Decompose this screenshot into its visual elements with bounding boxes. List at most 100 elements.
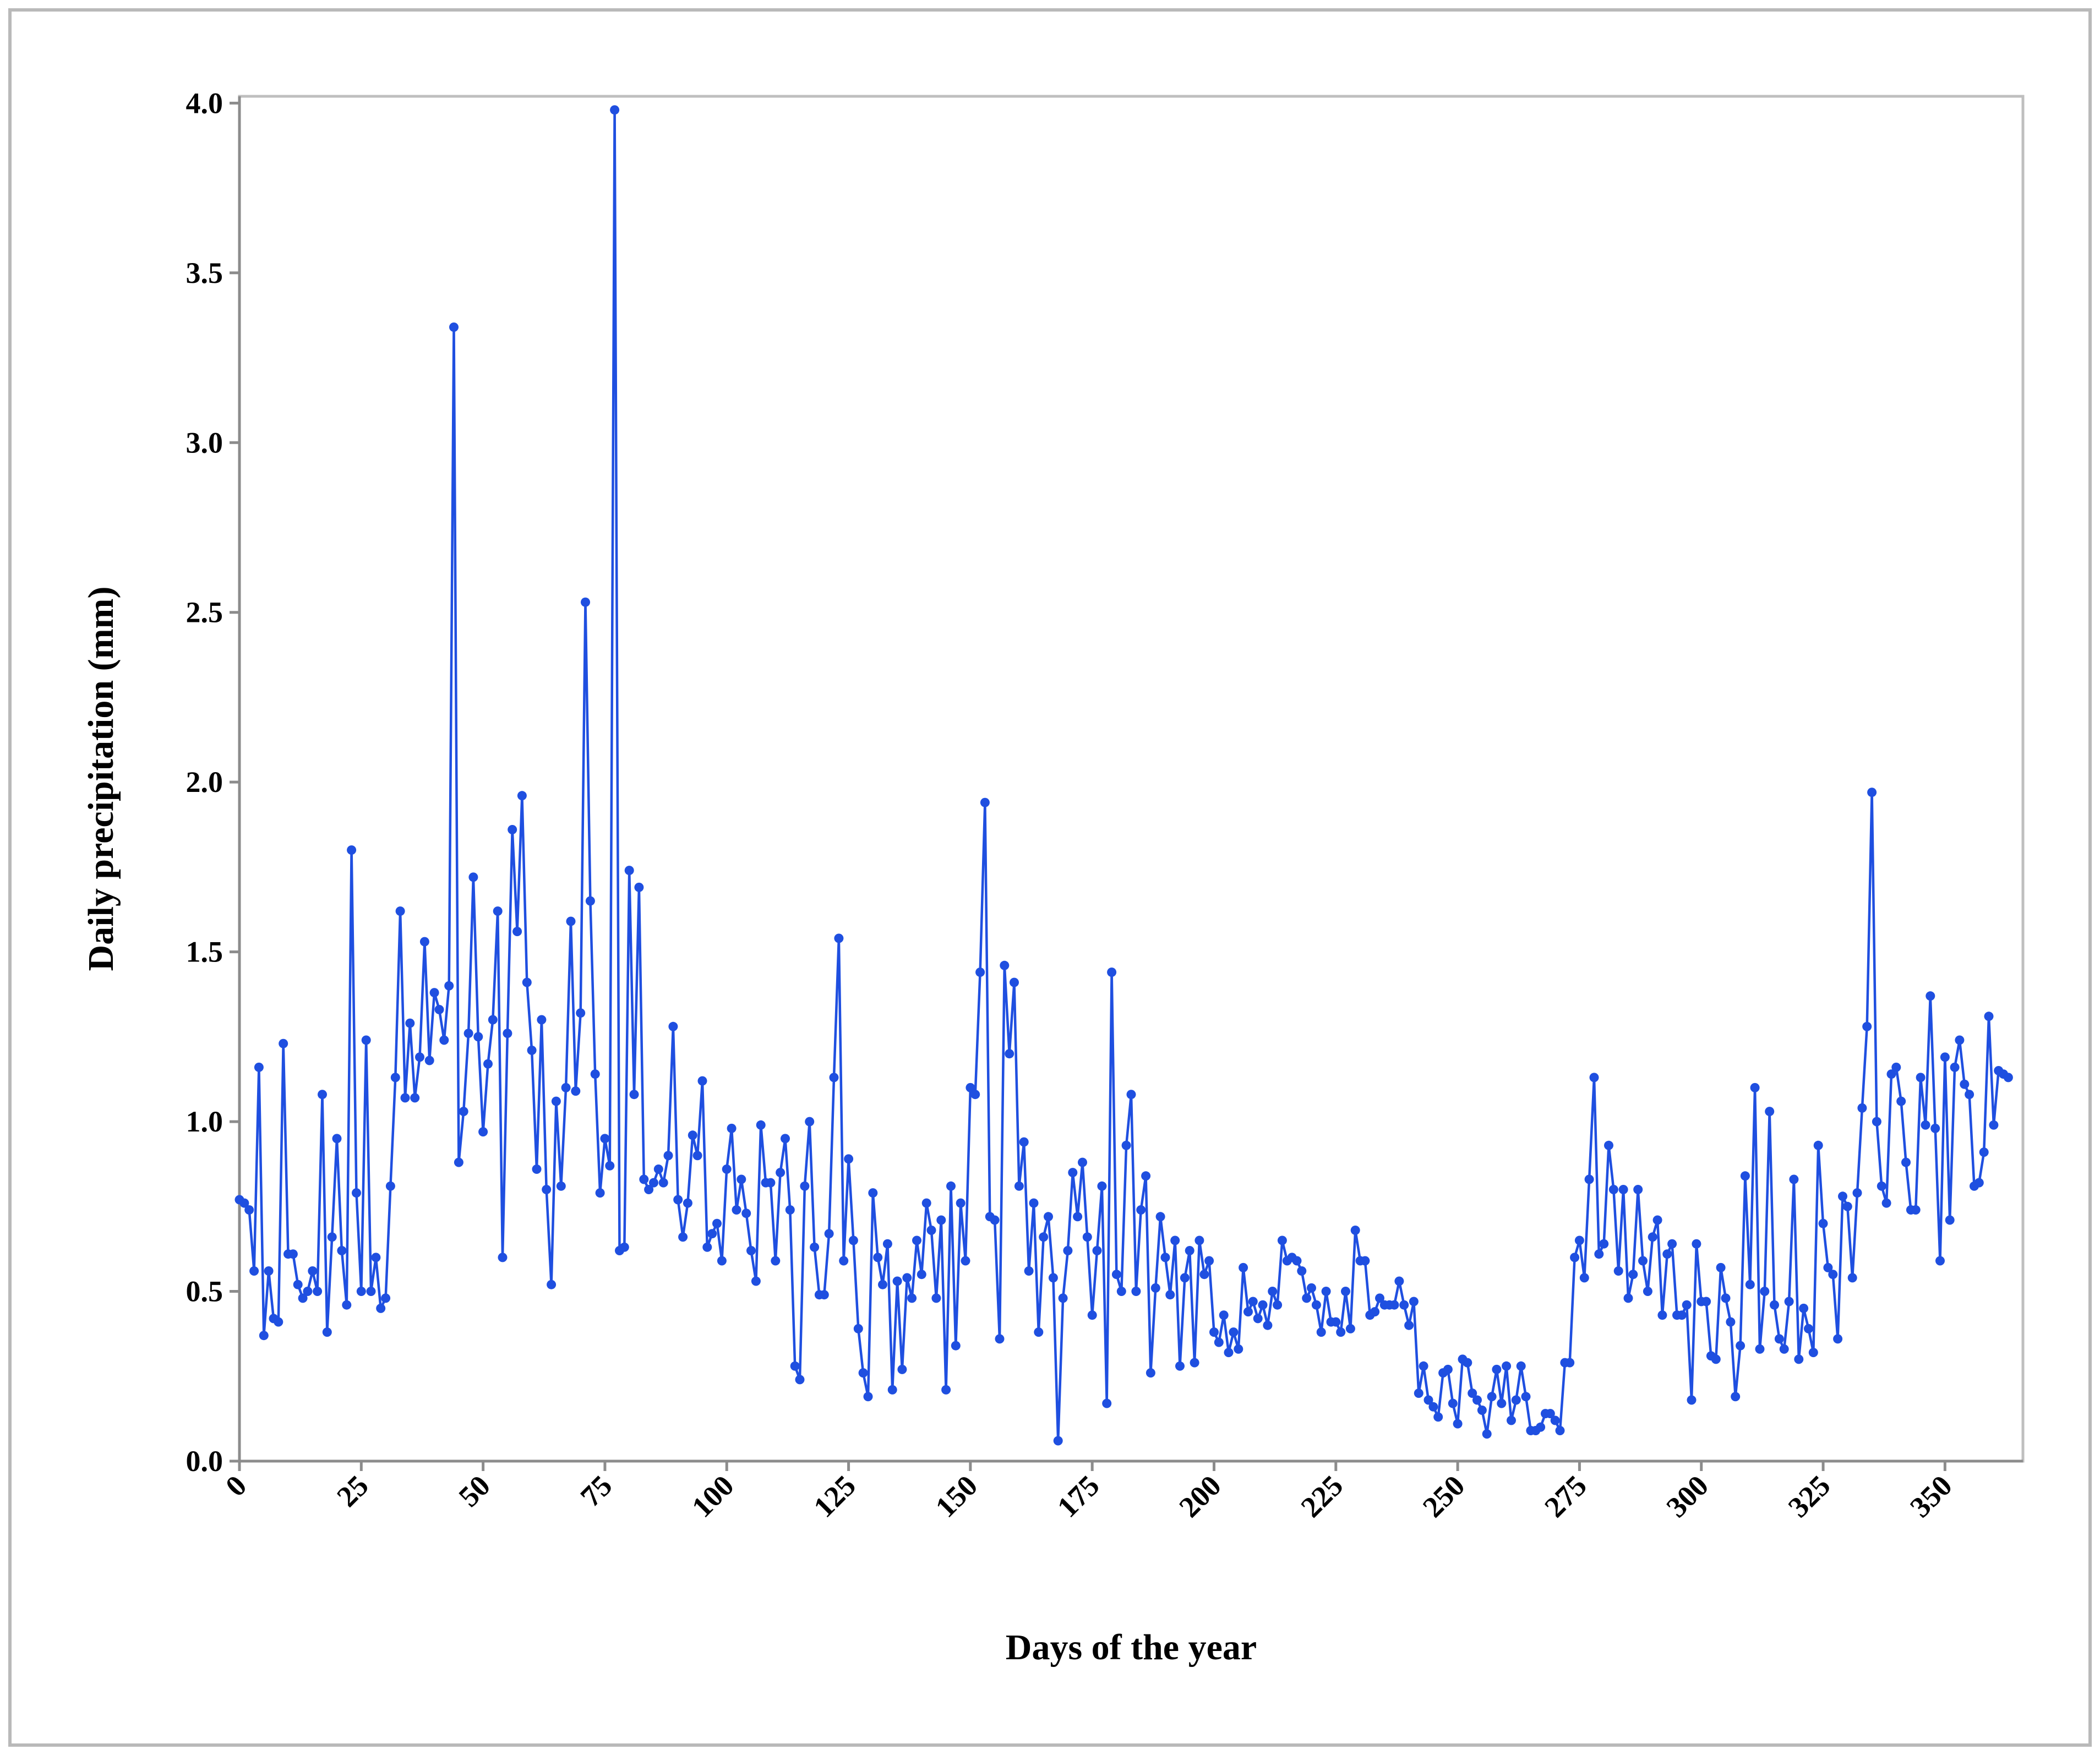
data-point xyxy=(493,906,503,916)
data-point xyxy=(1321,1287,1331,1296)
data-point xyxy=(1916,1073,1926,1082)
data-point xyxy=(405,1018,415,1028)
data-point xyxy=(902,1273,912,1283)
data-point xyxy=(1867,788,1877,797)
data-point xyxy=(649,1178,658,1188)
data-point xyxy=(1141,1171,1151,1181)
data-point xyxy=(395,906,405,916)
data-point xyxy=(1818,1218,1828,1228)
data-point xyxy=(478,1127,488,1137)
data-point xyxy=(1740,1171,1750,1181)
data-point xyxy=(1770,1300,1779,1310)
data-point xyxy=(1111,1270,1121,1280)
data-point xyxy=(1886,1069,1896,1079)
data-point xyxy=(1794,1354,1804,1364)
data-point xyxy=(1545,1409,1555,1419)
data-point xyxy=(1336,1327,1346,1337)
data-point xyxy=(342,1300,352,1310)
data-point xyxy=(1555,1426,1565,1435)
data-point xyxy=(454,1157,463,1167)
data-point xyxy=(1955,1035,1965,1045)
data-point xyxy=(459,1107,468,1117)
data-point xyxy=(274,1317,283,1327)
data-point xyxy=(946,1181,956,1191)
data-point xyxy=(858,1368,868,1378)
data-point xyxy=(318,1090,327,1100)
data-point xyxy=(961,1256,970,1266)
data-point xyxy=(848,1235,858,1245)
data-point xyxy=(1224,1348,1234,1358)
data-point xyxy=(970,1090,980,1100)
data-point xyxy=(1736,1341,1746,1351)
data-point xyxy=(892,1276,902,1286)
y-tick-label: 3.0 xyxy=(186,426,223,459)
data-point xyxy=(1828,1270,1838,1280)
data-point xyxy=(1589,1073,1599,1082)
data-point xyxy=(1229,1327,1239,1337)
data-point xyxy=(897,1364,907,1374)
data-point xyxy=(887,1385,897,1395)
data-point xyxy=(1487,1392,1497,1402)
data-point xyxy=(1842,1201,1852,1211)
data-point xyxy=(1370,1307,1380,1317)
data-point xyxy=(1667,1239,1677,1249)
data-point xyxy=(1536,1422,1546,1432)
data-point xyxy=(975,967,985,977)
data-point xyxy=(1574,1235,1584,1245)
data-point xyxy=(692,1151,702,1161)
data-point xyxy=(576,1008,586,1018)
data-point xyxy=(1005,1049,1014,1059)
data-point xyxy=(951,1341,961,1351)
data-point xyxy=(785,1205,795,1215)
data-point xyxy=(1039,1232,1049,1242)
data-point xyxy=(1594,1249,1604,1259)
data-point xyxy=(1160,1253,1170,1262)
data-point xyxy=(1881,1198,1891,1208)
data-point xyxy=(1087,1310,1097,1320)
data-point xyxy=(1692,1239,1701,1249)
data-point xyxy=(873,1253,883,1262)
data-point xyxy=(712,1218,722,1228)
data-point xyxy=(629,1090,639,1100)
data-point xyxy=(1190,1358,1199,1368)
data-point xyxy=(844,1154,854,1164)
data-point xyxy=(1155,1212,1165,1222)
data-point xyxy=(1389,1300,1399,1310)
data-point xyxy=(1102,1398,1112,1408)
data-point xyxy=(322,1327,332,1337)
data-point xyxy=(1784,1297,1794,1306)
data-point xyxy=(1307,1283,1316,1293)
data-point xyxy=(1833,1334,1843,1344)
data-point xyxy=(512,927,522,937)
data-point xyxy=(1345,1324,1355,1333)
data-point xyxy=(1341,1287,1350,1296)
data-point xyxy=(1726,1317,1736,1327)
data-point xyxy=(1687,1395,1697,1405)
data-point xyxy=(1248,1297,1258,1306)
data-point xyxy=(639,1174,649,1184)
data-point xyxy=(508,825,517,834)
data-point xyxy=(1648,1232,1657,1242)
data-point xyxy=(868,1188,878,1198)
data-point xyxy=(590,1069,600,1079)
data-point xyxy=(805,1117,815,1127)
data-point xyxy=(259,1331,269,1341)
data-point xyxy=(595,1188,605,1198)
data-point xyxy=(1150,1283,1160,1293)
data-point xyxy=(921,1198,931,1208)
data-point xyxy=(551,1096,561,1106)
data-point xyxy=(366,1287,376,1296)
data-point xyxy=(1862,1021,1872,1031)
data-point xyxy=(293,1280,303,1289)
data-point xyxy=(634,882,644,892)
data-point xyxy=(980,797,990,807)
data-point xyxy=(619,1242,629,1252)
data-point xyxy=(1082,1232,1092,1242)
data-point xyxy=(600,1134,610,1144)
data-point xyxy=(756,1120,766,1130)
data-point xyxy=(1623,1293,1633,1303)
data-point xyxy=(1360,1256,1370,1266)
data-point xyxy=(1643,1287,1652,1296)
data-point xyxy=(527,1046,537,1055)
